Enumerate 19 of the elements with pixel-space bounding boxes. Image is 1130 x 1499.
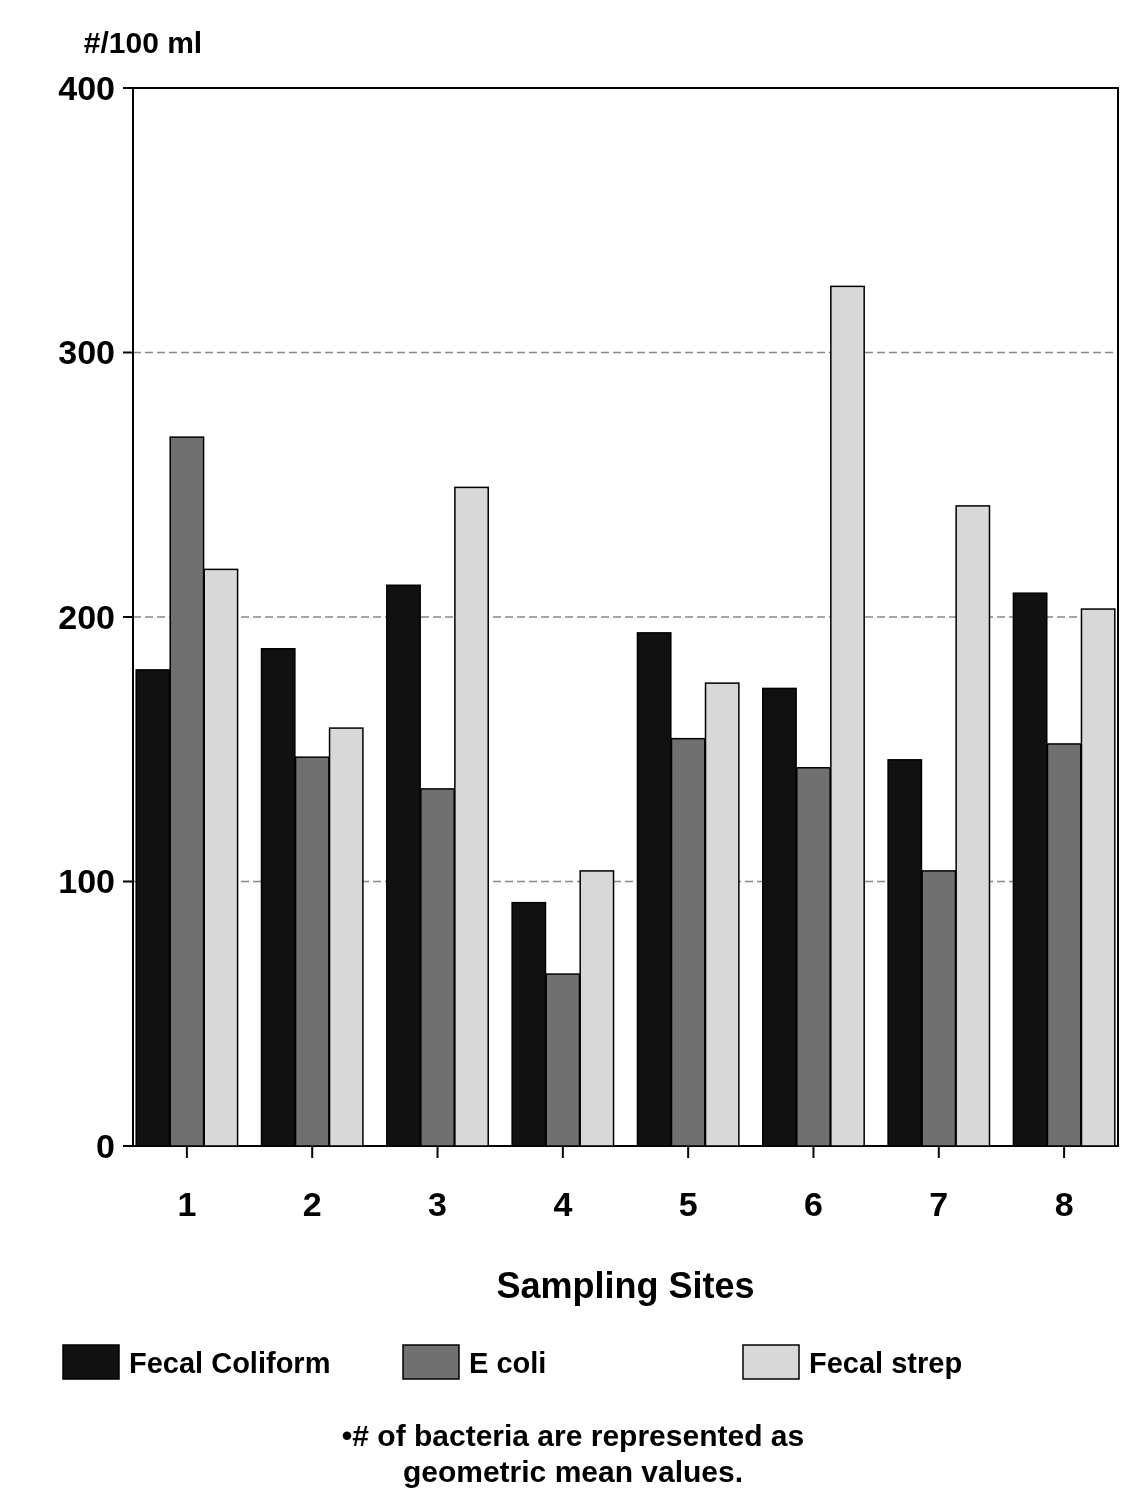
y-axis-title: #/100 ml <box>83 26 203 59</box>
y-tick-label: 300 <box>58 333 115 372</box>
x-tick-label: 3 <box>428 1185 447 1223</box>
x-tick-label: 5 <box>678 1185 698 1223</box>
legend-label: E coli <box>469 1347 547 1380</box>
y-tick-label: 400 <box>58 68 115 107</box>
legend-label: Fecal strep <box>809 1347 963 1380</box>
legend-label: Fecal Coliform <box>129 1347 331 1380</box>
x-tick-label: 8 <box>1054 1185 1074 1223</box>
x-tick-label: 1 <box>177 1185 197 1223</box>
x-tick-label: 6 <box>804 1185 823 1223</box>
x-tick-label: 2 <box>302 1185 322 1223</box>
y-tick-label: 200 <box>58 597 115 636</box>
y-tick-label: 0 <box>96 1126 115 1165</box>
x-tick-label: 7 <box>929 1185 949 1223</box>
text: •# of bacteria are represented as geometric mean values. <box>340 1418 806 1490</box>
y-tick-label: 100 <box>58 862 115 901</box>
x-axis-title: Sampling Sites <box>496 1265 755 1306</box>
x-tick-label: 4 <box>553 1185 573 1223</box>
